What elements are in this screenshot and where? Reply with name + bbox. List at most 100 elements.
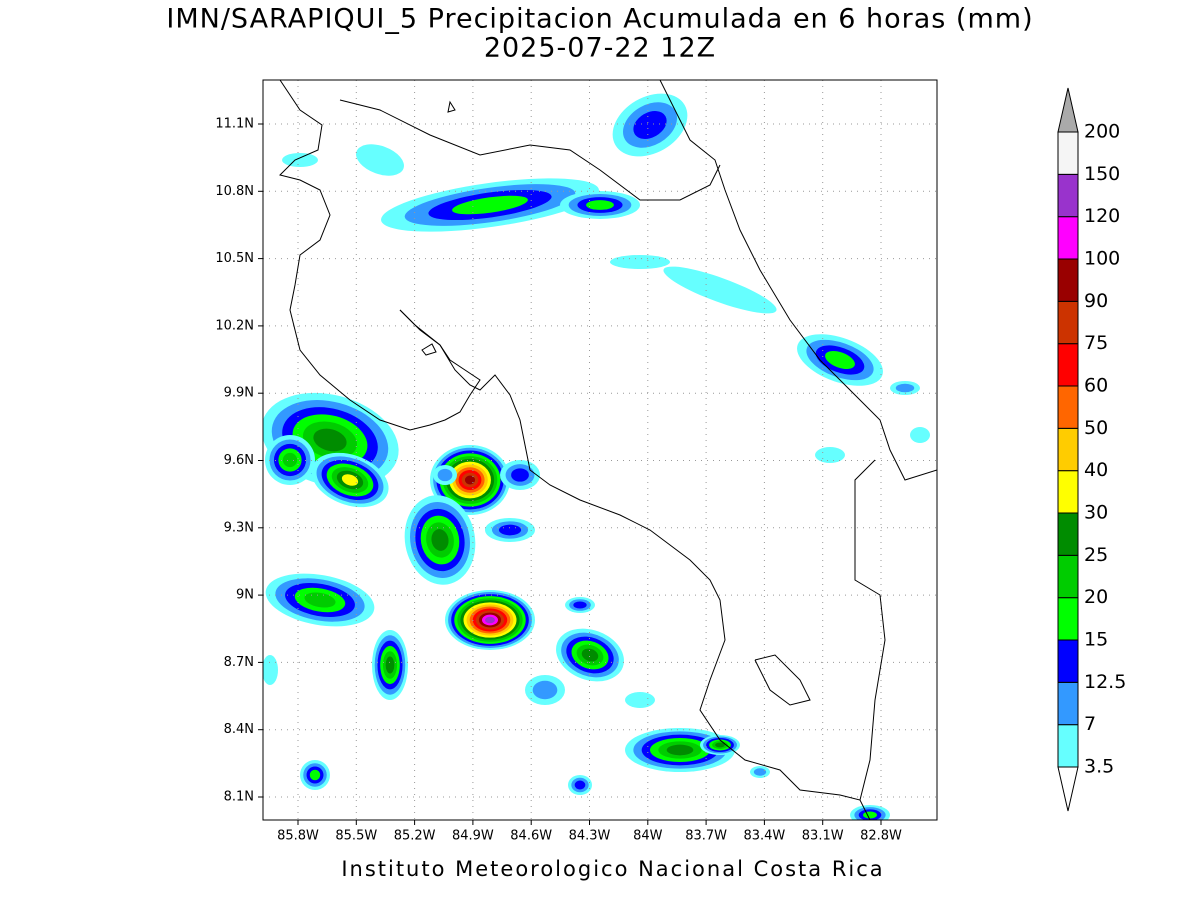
colorbar-label: 25 (1084, 544, 1108, 566)
precip-contour (633, 111, 667, 139)
colorbar-label: 100 (1084, 248, 1120, 270)
lat-label: 9.3N (224, 520, 254, 535)
lat-label: 10.8N (215, 184, 254, 199)
colorbar-label: 30 (1084, 502, 1108, 524)
precip-contour (464, 475, 476, 485)
colorbar-box (1057, 427, 1079, 472)
precip-contour (263, 655, 278, 685)
colorbar-label: 150 (1084, 163, 1120, 185)
colorbar-box (1057, 639, 1079, 683)
colorbar-box (1057, 258, 1079, 302)
colorbar: 3.5 7 12.5 15 20 25 30 40 50 60 75 90 100 120 150 200 (1057, 87, 1126, 812)
lat-label: 11.1N (215, 117, 254, 132)
coastline (754, 654, 811, 706)
colorbar-label: 20 (1084, 586, 1108, 608)
island (421, 343, 437, 356)
precip-contour (452, 195, 528, 215)
lon-label: 84W (633, 829, 663, 844)
lon-label: 83.7W (685, 829, 727, 844)
precip-contour (574, 780, 586, 790)
colorbar-box (1057, 681, 1079, 726)
colorbar-label: 50 (1084, 417, 1108, 439)
lat-label: 9N (236, 588, 254, 603)
lat-label: 8.1N (224, 790, 254, 805)
colorbar-box (1057, 216, 1079, 260)
precip-contour (586, 200, 614, 210)
precip-contour (663, 266, 777, 314)
precip-contour (485, 616, 495, 624)
precip-contour (895, 383, 915, 393)
colorbar-label: 90 (1084, 290, 1108, 312)
colorbar-box (1057, 173, 1079, 218)
colorbar-box (1057, 343, 1079, 387)
colorbar-under (1057, 766, 1079, 812)
precip-contour (313, 428, 347, 452)
subtitle: 2025-07-22 12Z (484, 33, 716, 64)
lat-label: 8.4N (224, 722, 254, 737)
lon-label: 85.2W (394, 829, 436, 844)
lat-label: 9.9N (224, 386, 254, 401)
lat-label: 10.2N (215, 318, 254, 333)
colorbar-label: 3.5 (1084, 756, 1114, 778)
lon-label: 85.8W (277, 829, 319, 844)
precip-contour (815, 447, 845, 463)
border (854, 459, 886, 801)
precipitation-field (263, 93, 930, 820)
precip-contour (282, 153, 318, 167)
lon-label: 84.9W (452, 829, 494, 844)
footer: Instituto Meteorologico Nacional Costa R… (341, 857, 884, 881)
border (339, 99, 721, 201)
lon-label: 84.6W (510, 829, 552, 844)
precip-contour (304, 592, 336, 608)
precip-contour (498, 524, 522, 536)
lon-label: 85.5W (335, 829, 377, 844)
colorbar-label: 60 (1084, 375, 1108, 397)
colorbar-box (1057, 597, 1079, 641)
coastline (659, 80, 937, 481)
precip-contour (356, 144, 404, 176)
colorbar-label: 75 (1084, 332, 1108, 354)
precip-contour (610, 255, 670, 269)
coastline (279, 80, 481, 431)
colorbar-label: 15 (1084, 629, 1108, 651)
colorbar-label: 200 (1084, 121, 1120, 143)
precip-contour (385, 656, 395, 674)
lat-label: 9.6N (224, 453, 254, 468)
precip-contour (910, 427, 930, 443)
precip-contour (341, 474, 359, 486)
precip-contour (282, 452, 298, 468)
colorbar-box (1057, 724, 1079, 768)
lat-label: 8.7N (224, 655, 254, 670)
colorbar-box (1057, 554, 1079, 599)
colorbar-box (1057, 300, 1079, 345)
coastlines (279, 80, 937, 820)
lon-label: 83.1W (802, 829, 844, 844)
precip-contour (581, 648, 599, 662)
colorbar-label: 120 (1084, 205, 1120, 227)
precip-contour (437, 468, 453, 482)
lat-label: 10.5N (215, 251, 254, 266)
precip-contour (573, 601, 587, 609)
precip-contour (863, 811, 877, 819)
lon-label: 84.3W (569, 829, 611, 844)
precip-contour (511, 468, 529, 482)
grid: 11.1N 10.8N 10.5N 10.2N 9.9N 9.6N 9.3N 9N 8.7N 8.… (215, 80, 937, 844)
lon-label: 83.4W (743, 829, 785, 844)
colorbar-box (1057, 512, 1079, 556)
lon-label: 82.8W (860, 829, 902, 844)
colorbar-box (1057, 131, 1079, 175)
precip-contour (309, 769, 321, 781)
colorbar-label: 12.5 (1084, 671, 1126, 693)
precip-contour (625, 692, 655, 708)
colorbar-label: 40 (1084, 459, 1108, 481)
map-frame (262, 79, 938, 821)
island (447, 100, 456, 113)
precip-contour (431, 529, 449, 551)
colorbar-box (1057, 385, 1079, 429)
precip-contour (532, 680, 558, 700)
colorbar-label: 7 (1084, 713, 1096, 735)
coastline (399, 309, 871, 820)
precip-contour (753, 768, 767, 776)
